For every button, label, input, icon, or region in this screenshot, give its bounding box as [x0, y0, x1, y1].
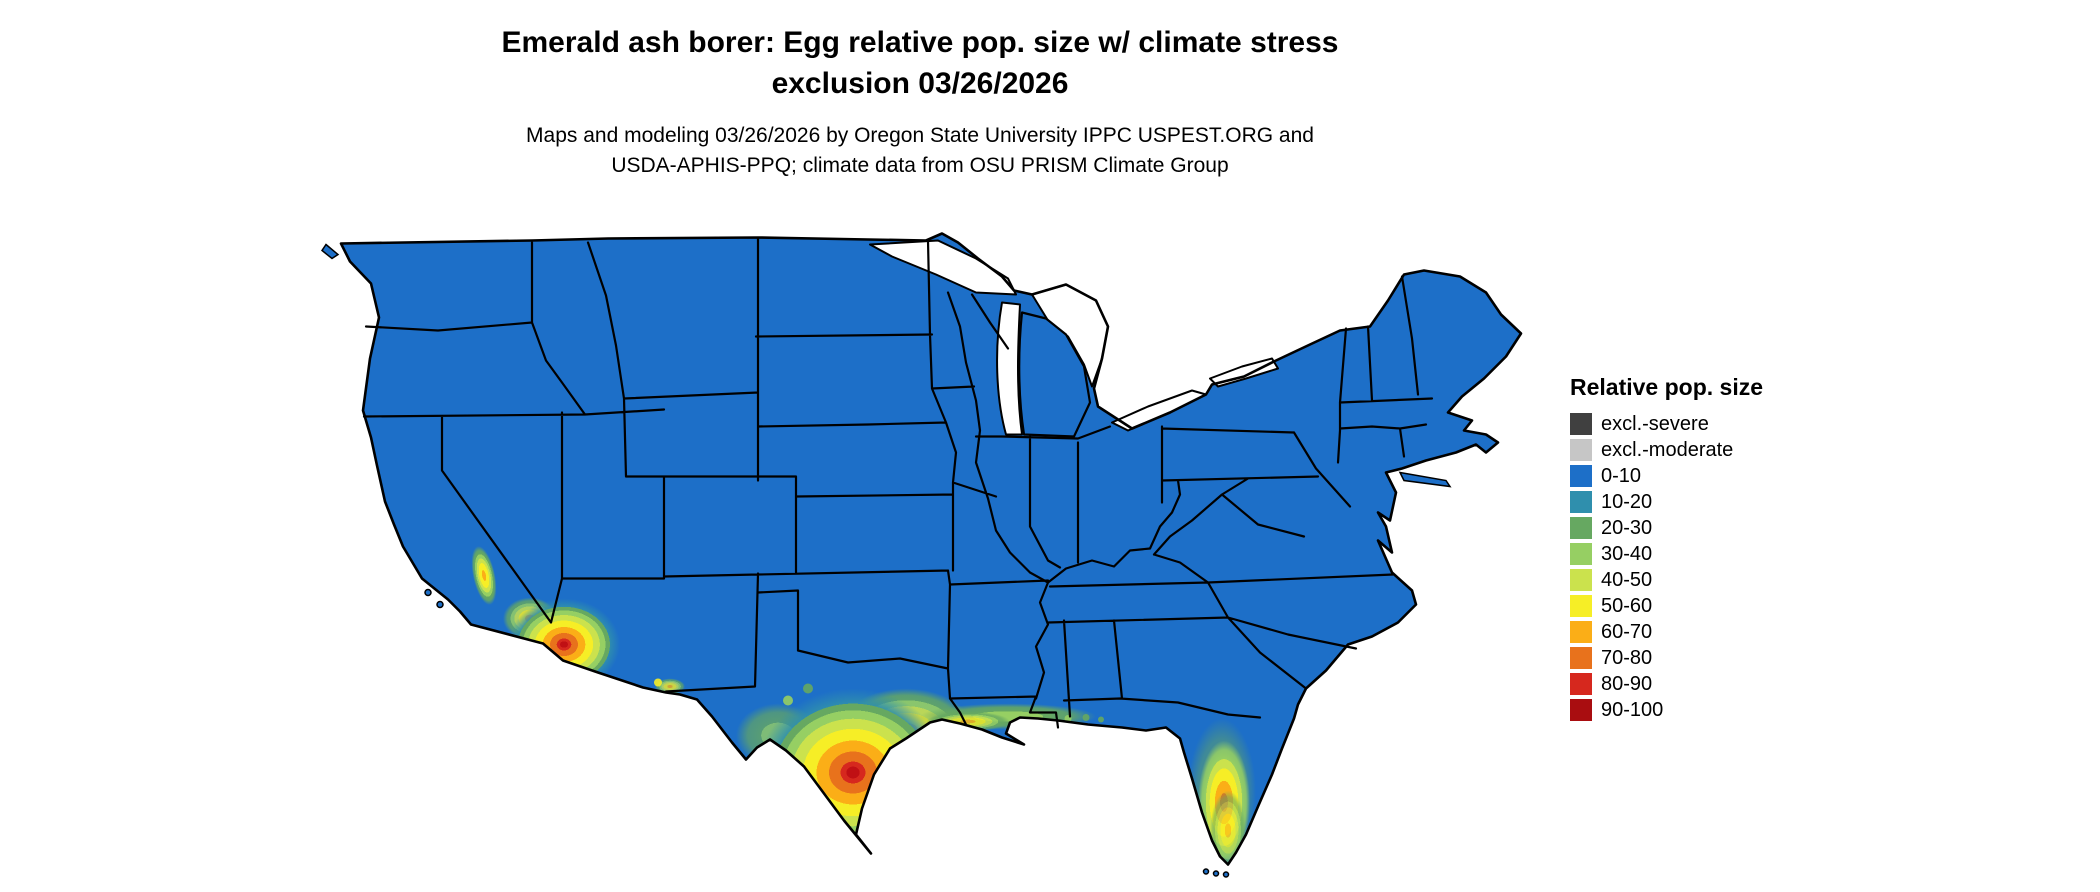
legend-title: Relative pop. size: [1570, 374, 1764, 400]
us-map-figure: [308, 228, 1528, 883]
legend-row: 10-20: [1570, 489, 1763, 515]
legend-swatch: [1570, 491, 1592, 513]
us-map-svg: [320, 232, 1523, 878]
conus-outline: [339, 232, 1523, 866]
legend-row: 70-80: [1570, 645, 1763, 671]
legend-swatch: [1570, 543, 1592, 565]
legend-row: excl.-moderate: [1570, 437, 1763, 463]
legend-row: excl.-severe: [1570, 411, 1763, 437]
legend-swatch: [1570, 673, 1592, 695]
legend-entries: excl.-severe excl.-moderate 0-10 10-20 20-30…: [1570, 411, 1763, 723]
conus-base-fill: [341, 233, 1521, 865]
legend-label: 60-70: [1601, 620, 1653, 643]
legend-label: 50-60: [1601, 594, 1653, 617]
map-title-line2: exclusion 03/26/2026: [771, 67, 1069, 101]
legend-swatch: [1570, 439, 1592, 461]
channel-island: [436, 600, 444, 609]
legend-label: 90-100: [1601, 698, 1664, 721]
legend-row: 30-40: [1570, 541, 1763, 567]
florida-key: [1212, 870, 1220, 877]
legend-swatch: [1570, 699, 1592, 721]
legend-swatch: [1570, 517, 1592, 539]
legend-label: 10-20: [1601, 490, 1653, 513]
legend-row: 40-50: [1570, 567, 1763, 593]
legend-label: 20-30: [1601, 516, 1653, 539]
lake-michigan: [996, 301, 1023, 436]
channel-island: [424, 588, 432, 597]
legend-swatch: [1570, 413, 1592, 435]
legend-label: 70-80: [1601, 646, 1653, 669]
legend-row: 50-60: [1570, 593, 1763, 619]
map-title-line1: Emerald ash borer: Egg relative pop. siz…: [501, 26, 1339, 59]
hotspot-ca-valley: [471, 546, 497, 605]
legend-swatch: [1570, 465, 1592, 487]
legend: Relative pop. size excl.-severe excl.-mod…: [1570, 374, 1763, 723]
vancouver-island-fragment: [320, 243, 340, 260]
michigan-lower-peninsula: [1018, 311, 1092, 438]
legend-swatch: [1570, 647, 1592, 669]
long-island: [1398, 471, 1452, 488]
map-title: Emerald ash borer: Egg relative pop. siz…: [300, 22, 1540, 105]
conus-land: [341, 233, 1521, 865]
florida-key: [1222, 871, 1230, 878]
map-subtitle-line2: USDA-APHIS-PPQ; climate data from OSU PR…: [611, 153, 1229, 177]
legend-swatch: [1570, 595, 1592, 617]
legend-row: 0-10: [1570, 463, 1763, 489]
map-subtitle: Maps and modeling 03/26/2026 by Oregon S…: [300, 121, 1540, 181]
legend-row: 80-90: [1570, 671, 1763, 697]
legend-label: excl.-moderate: [1601, 438, 1734, 461]
legend-swatch: [1570, 621, 1592, 643]
legend-label: excl.-severe: [1601, 412, 1709, 435]
legend-swatch: [1570, 569, 1592, 591]
legend-label: 30-40: [1601, 542, 1653, 565]
legend-row: 20-30: [1570, 515, 1763, 541]
state-borders: [362, 237, 1434, 729]
lake-superior: [869, 239, 1017, 296]
legend-label: 40-50: [1601, 568, 1653, 591]
legend-row: 90-100: [1570, 697, 1763, 723]
legend-row: 60-70: [1570, 619, 1763, 645]
map-subtitle-line1: Maps and modeling 03/26/2026 by Oregon S…: [526, 123, 1314, 147]
hotspot-south-texas: [736, 688, 1096, 857]
islands: [320, 243, 1452, 878]
hotspot-florida: [1188, 718, 1256, 865]
legend-label: 0-10: [1601, 464, 1642, 487]
map-header: Emerald ash borer: Egg relative pop. siz…: [300, 22, 1540, 180]
florida-key: [1202, 868, 1210, 875]
legend-label: 80-90: [1601, 672, 1653, 695]
